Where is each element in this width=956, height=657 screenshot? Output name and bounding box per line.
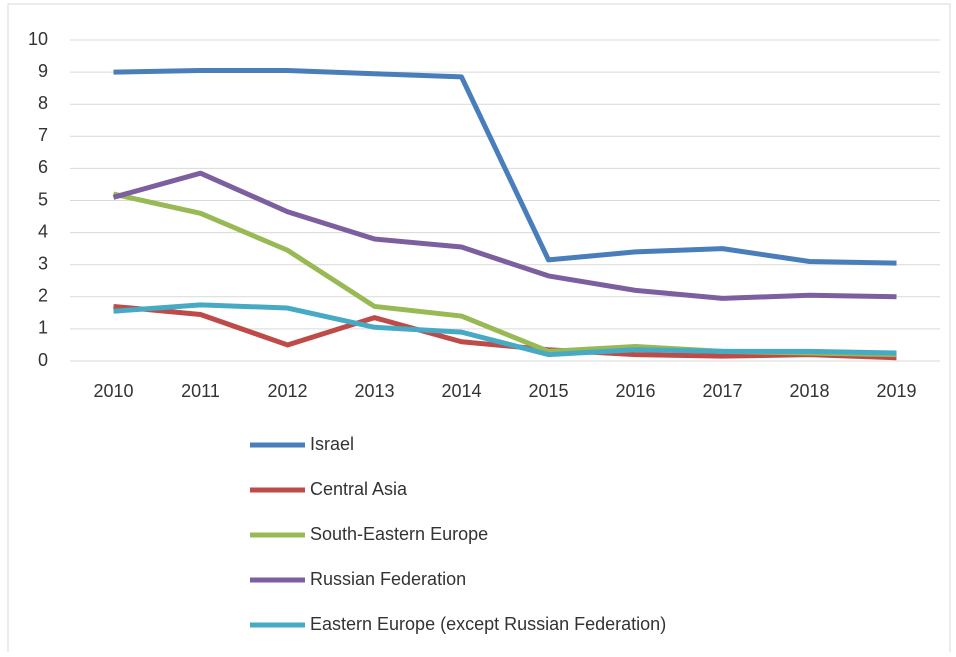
x-tick-label: 2014: [441, 381, 481, 401]
y-tick-label: 1: [38, 318, 48, 338]
legend-label: Central Asia: [310, 479, 408, 499]
series-line: [112, 191, 897, 358]
legend-label: Israel: [310, 434, 354, 454]
x-tick-label: 2016: [615, 381, 655, 401]
x-tick-label: 2010: [93, 381, 133, 401]
series-line: [113, 302, 897, 358]
x-tick-label: 2017: [702, 381, 742, 401]
y-tick-label: 0: [38, 350, 48, 370]
x-tick-label: 2018: [789, 381, 829, 401]
y-tick-label: 6: [38, 157, 48, 177]
x-tick-label: 2019: [876, 381, 916, 401]
x-tick-label: 2015: [528, 381, 568, 401]
y-tick-label: 2: [38, 286, 48, 306]
legend-label: South-Eastern Europe: [310, 524, 488, 544]
series-line: [112, 170, 897, 301]
x-tick-label: 2012: [267, 381, 307, 401]
legend-label: Eastern Europe (except Russian Federatio…: [310, 614, 666, 634]
y-tick-label: 4: [38, 221, 48, 241]
y-tick-label: 10: [28, 29, 48, 49]
y-tick-label: 3: [38, 253, 48, 273]
y-tick-label: 9: [38, 61, 48, 81]
y-tick-label: 7: [38, 125, 48, 145]
x-tick-label: 2013: [354, 381, 394, 401]
chart-frame: [7, 3, 951, 657]
y-tick-label: 5: [38, 189, 48, 209]
y-tick-label: 8: [38, 93, 48, 113]
series-line: [113, 67, 897, 266]
x-tick-label: 2011: [181, 381, 220, 401]
legend-label: Russian Federation: [310, 569, 466, 589]
